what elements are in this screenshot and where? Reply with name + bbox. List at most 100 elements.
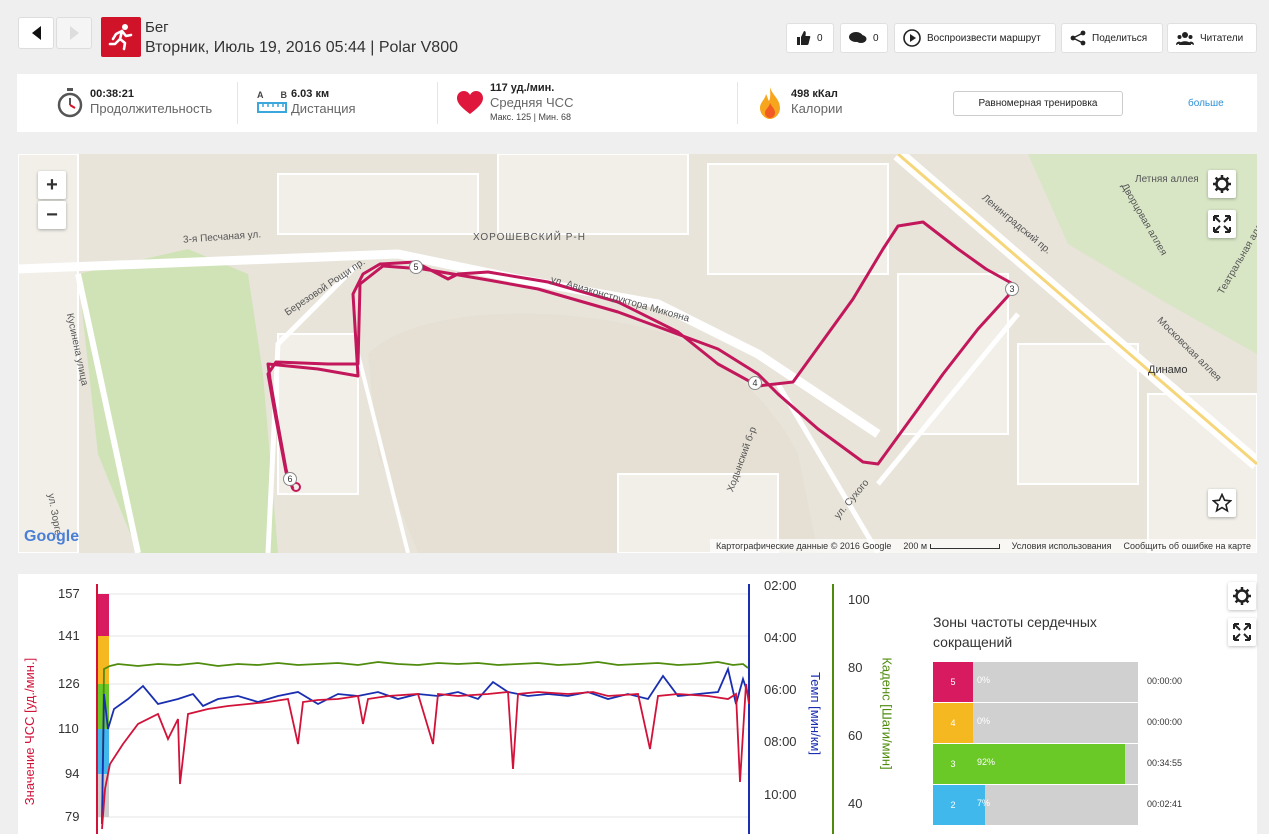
- route-end-point: [291, 482, 301, 492]
- activity-header: Бег Вторник, Июль 19, 2016 05:44 | Polar…: [0, 0, 1269, 70]
- fullscreen-icon: [1213, 215, 1231, 233]
- zone-time: 00:34:55: [1147, 758, 1183, 768]
- pace-tick: 06:00: [764, 682, 797, 697]
- arrow-left-icon: [31, 26, 41, 40]
- hr-zones-title: Зоны частоты сердечных сокращений: [933, 614, 1097, 650]
- google-logo: Google: [24, 528, 80, 545]
- activity-subtitle: Вторник, Июль 19, 2016 05:44 | Polar V80…: [145, 39, 458, 56]
- cadence-tick: 40: [848, 796, 863, 811]
- fullscreen-icon: [1233, 623, 1251, 641]
- hr-zone-row[interactable]: 2 7%: [933, 785, 1138, 825]
- park-area: [78, 249, 278, 553]
- like-button[interactable]: 0: [786, 23, 834, 53]
- pace-tick: 02:00: [764, 578, 797, 593]
- share-label: Поделиться: [1092, 32, 1148, 44]
- activity-title: Бег: [145, 19, 169, 36]
- duration-value: 00:38:21: [90, 88, 135, 100]
- replay-route-label: Воспроизвести маршрут: [927, 32, 1041, 44]
- replay-route-button[interactable]: Воспроизвести маршрут: [894, 23, 1056, 53]
- zone-bar: [973, 785, 985, 825]
- chart-panel: 157 141 126 110 94 79 02:00 04:00 06:00 …: [18, 574, 1257, 834]
- map-canvas: [18, 154, 1257, 553]
- stopwatch-icon: [57, 88, 83, 118]
- zone-percent: 7%: [977, 798, 991, 808]
- hr-label: Средняя ЧСС: [490, 95, 574, 110]
- route-marker[interactable]: 3: [1005, 282, 1019, 296]
- route-marker[interactable]: 6: [283, 472, 297, 486]
- map-terms-link[interactable]: Условия использования: [1011, 541, 1112, 551]
- route-marker[interactable]: 5: [409, 260, 423, 274]
- distance-icon: A B: [257, 90, 287, 119]
- hr-tick: 157: [58, 586, 80, 601]
- share-button[interactable]: Поделиться: [1061, 23, 1163, 53]
- heart-icon: [457, 91, 483, 114]
- comment-count: 0: [873, 32, 879, 44]
- hr-tick: 110: [58, 721, 79, 736]
- route-marker[interactable]: 4: [748, 376, 762, 390]
- forward-button[interactable]: [56, 17, 92, 49]
- cadence-tick: 100: [848, 592, 870, 607]
- zone-number: 3: [933, 744, 973, 784]
- map-settings-button[interactable]: [1208, 170, 1236, 198]
- like-count: 0: [817, 32, 823, 44]
- hr-tick: 141: [58, 628, 80, 643]
- more-link[interactable]: больше: [1188, 98, 1224, 109]
- chart-settings-button[interactable]: [1228, 582, 1256, 610]
- zone4-strip: [97, 636, 109, 684]
- chart-gridlines: [98, 593, 750, 818]
- hr-tick: 94: [65, 766, 80, 781]
- divider: [737, 82, 738, 124]
- gear-icon: [1233, 587, 1251, 605]
- map-report-link[interactable]: Сообщить об ошибке на карте: [1123, 541, 1251, 551]
- map-fullscreen-button[interactable]: [1208, 210, 1236, 238]
- calories-stat: 498 кКал Калории: [791, 88, 843, 116]
- divider: [437, 82, 438, 124]
- distance-a-label: A: [257, 90, 264, 100]
- route-line: [266, 220, 1015, 490]
- map-data-credit: Картографические данные © 2016 Google: [716, 541, 892, 551]
- pace-tick: 08:00: [764, 734, 797, 749]
- hr-zone-row[interactable]: 3 92%: [933, 744, 1138, 784]
- training-type-button[interactable]: Равномерная тренировка: [953, 91, 1123, 116]
- cadence-tick: 60: [848, 728, 863, 743]
- hr-zone-row[interactable]: 5 0%: [933, 662, 1138, 702]
- zone-number: 2: [933, 785, 973, 825]
- zone-number: 5: [933, 662, 973, 702]
- comment-icon: [849, 32, 867, 43]
- hr-zone-row[interactable]: 4 0%: [933, 703, 1138, 743]
- star-icon: [1212, 493, 1232, 513]
- favorite-button[interactable]: [1208, 489, 1236, 517]
- zone-time: 00:00:00: [1147, 717, 1183, 727]
- comment-button[interactable]: 0: [840, 23, 888, 53]
- pace-axis-label: Темп [мин/км]: [807, 672, 823, 755]
- workout-chart[interactable]: [18, 574, 858, 834]
- summary-bar: 00:38:21 Продолжительность A B 6.03 км Д…: [17, 74, 1257, 132]
- distance-stat: 6.03 км Дистанция: [291, 88, 356, 116]
- hr-value: 117 уд./мин.: [490, 82, 555, 94]
- hr-axis-label: Значение ЧСС [уд./мин.]: [22, 657, 38, 806]
- zone-percent: 0%: [977, 675, 991, 685]
- route-map[interactable]: 3-я Песчаная ул. ХОРОШЕВСКИЙ Р-Н ул. Ави…: [18, 154, 1257, 553]
- calories-label: Калории: [791, 101, 843, 116]
- map-label-metro: Динамо: [1148, 364, 1188, 376]
- arrow-right-icon: [69, 26, 79, 40]
- back-button[interactable]: [18, 17, 54, 49]
- hr-series-line: [101, 683, 750, 830]
- zoom-in-button[interactable]: +: [38, 171, 66, 199]
- readers-button[interactable]: Читатели: [1167, 23, 1257, 53]
- cadence-series-line: [101, 661, 749, 825]
- distance-b-label: B: [280, 90, 288, 100]
- thumbs-up-icon: [797, 31, 811, 45]
- calories-value: 498 кКал: [791, 88, 838, 100]
- distance-label: Дистанция: [291, 101, 356, 116]
- city-blocks: [18, 154, 1257, 553]
- zone-bar: [973, 744, 1125, 784]
- zone-number: 4: [933, 703, 973, 743]
- zone-time: 00:02:41: [1147, 799, 1183, 809]
- map-label: ХОРОШЕВСКИЙ Р-Н: [473, 232, 586, 243]
- chart-fullscreen-button[interactable]: [1228, 618, 1256, 646]
- readers-label: Читатели: [1200, 32, 1244, 44]
- play-icon: [903, 29, 921, 47]
- cadence-axis-label: Каденс [Шаги/мин]: [879, 657, 895, 770]
- zoom-out-button[interactable]: −: [38, 201, 66, 229]
